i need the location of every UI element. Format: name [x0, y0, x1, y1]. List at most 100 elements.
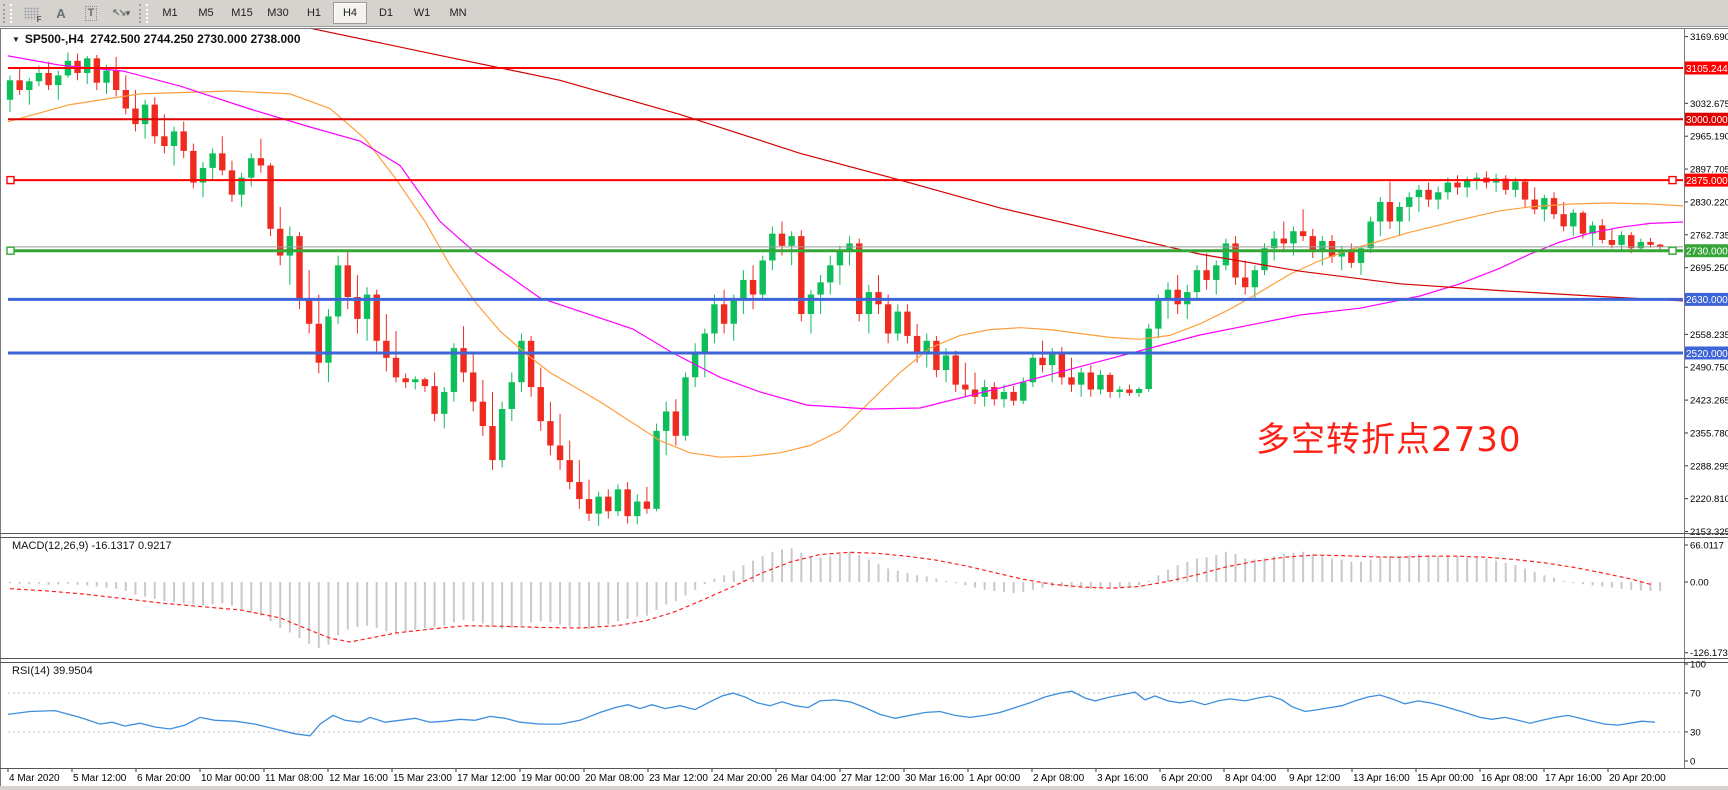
candle: [991, 387, 998, 400]
timeframe-button-d1[interactable]: D1: [378, 7, 394, 19]
time-tick-label: 6 Mar 20:00: [137, 773, 191, 784]
candle: [1116, 389, 1123, 392]
macd-bar: [597, 582, 600, 627]
candle: [1386, 202, 1394, 222]
candle: [894, 311, 901, 334]
line-endpoint-marker[interactable]: [6, 175, 15, 185]
macd-bar: [1340, 559, 1343, 582]
time-axis[interactable]: [0, 769, 1683, 786]
macd-bar: [404, 582, 407, 633]
candle: [141, 104, 149, 125]
pane-splitter[interactable]: [0, 533, 1683, 538]
timeframe-button-w1[interactable]: W1: [413, 7, 431, 19]
price-axis[interactable]: [1684, 28, 1728, 768]
candle: [315, 323, 322, 363]
candle: [267, 165, 274, 229]
candle: [904, 311, 911, 336]
price-line-label: 3000.000: [1686, 115, 1728, 126]
candle: [1020, 382, 1027, 401]
text-box-button[interactable]: T: [78, 2, 104, 25]
dropdown-caret-icon[interactable]: ▾: [125, 7, 131, 18]
candle: [1164, 289, 1172, 300]
timeframe-button-h1[interactable]: H1: [306, 7, 322, 19]
symbol-period-label: SP500-,H4: [24, 32, 84, 46]
text-label-button[interactable]: A: [48, 2, 74, 25]
candle: [1135, 389, 1143, 393]
macd-bar: [1080, 582, 1083, 588]
price-tick-label: 3169.690: [1690, 32, 1728, 43]
macd-bar: [1321, 556, 1324, 582]
candle: [151, 104, 158, 137]
arrow-objects-button[interactable]: ↖↘ ▾: [108, 2, 134, 25]
candle: [219, 153, 226, 171]
candle: [1049, 352, 1056, 366]
macd-bar: [423, 582, 426, 628]
macd-bar: [1620, 582, 1623, 589]
macd-bar: [173, 582, 176, 603]
line-endpoint-marker[interactable]: [1668, 175, 1677, 185]
macd-bar: [1543, 575, 1546, 582]
timeframe-button-m1[interactable]: M1: [162, 7, 178, 19]
time-tick-label: 13 Apr 16:00: [1353, 773, 1410, 784]
candle: [1502, 178, 1509, 190]
macd-bar: [182, 582, 185, 604]
line-endpoint-marker[interactable]: [1668, 246, 1677, 255]
macd-bar: [1022, 582, 1025, 593]
candle: [1357, 248, 1365, 263]
macd-bar: [269, 582, 272, 622]
macd-bar: [211, 582, 214, 605]
candle: [1367, 221, 1374, 249]
candle: [1589, 225, 1596, 234]
toolbar-grip[interactable]: [3, 3, 12, 23]
candle: [1126, 389, 1133, 393]
macd-bar: [1408, 555, 1411, 582]
candle: [1280, 238, 1287, 244]
macd-bar: [1504, 562, 1507, 582]
macd-bar: [781, 549, 783, 582]
time-tick-label: 2 Apr 08:00: [1033, 773, 1085, 784]
timeframe-button-m5[interactable]: M5: [198, 7, 214, 19]
candle: [508, 382, 515, 409]
candle: [112, 70, 120, 91]
candle: [720, 304, 728, 324]
price-line-label-box: [1684, 112, 1728, 126]
macd-bar: [568, 582, 571, 627]
macd-bar: [57, 582, 60, 585]
candle: [856, 243, 863, 315]
macd-bar: [1630, 582, 1633, 590]
candle: [1203, 270, 1210, 280]
macd-bar: [1388, 556, 1391, 582]
macd-bar: [925, 576, 928, 582]
fibonacci-grid-button[interactable]: F: [18, 2, 44, 25]
text-box-icon: T: [84, 5, 98, 21]
timeframe-button-mn[interactable]: MN: [449, 7, 467, 19]
macd-bar: [317, 582, 320, 649]
candle: [170, 131, 178, 147]
macd-bar: [221, 582, 224, 604]
candle: [1473, 177, 1480, 181]
ma-fast-orange: [7, 90, 1684, 458]
macd-indicator-label: MACD(12,26,9) -16.1317 0.9217: [12, 540, 172, 552]
price-line-label: 2520.000: [1686, 349, 1728, 360]
macd-bar: [1659, 582, 1662, 591]
candle: [103, 70, 110, 83]
line-endpoint-marker[interactable]: [6, 246, 15, 255]
timeframe-button-m15[interactable]: M15: [231, 7, 253, 19]
macd-bar: [491, 582, 494, 627]
candle: [605, 496, 612, 512]
price-tick-label: 2220.810: [1690, 494, 1728, 505]
macd-bar: [1109, 582, 1112, 589]
macd-bar: [694, 582, 697, 590]
macd-bar: [1302, 551, 1305, 582]
timeframe-button-m30[interactable]: M30: [267, 7, 289, 19]
annotation-text[interactable]: 多空转折点2730: [1256, 420, 1522, 460]
pane-splitter[interactable]: [0, 658, 1683, 663]
candle: [238, 177, 245, 195]
candle: [1338, 250, 1345, 257]
candle: [1531, 199, 1538, 210]
symbol-dropdown-icon[interactable]: ▼: [12, 35, 20, 44]
candle: [1010, 391, 1017, 401]
timeframe-button-h4[interactable]: H4: [333, 2, 367, 24]
macd-bar: [887, 568, 890, 582]
